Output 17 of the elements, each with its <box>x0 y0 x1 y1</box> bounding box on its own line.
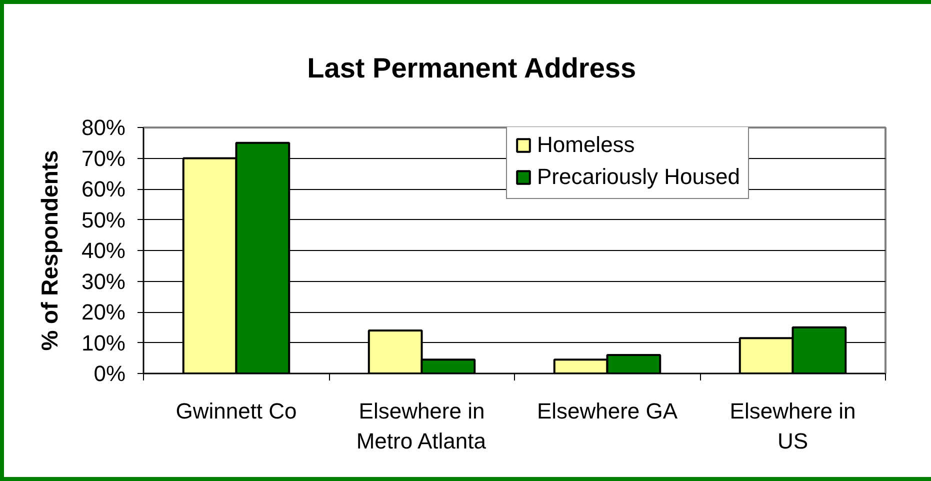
chart-title: Last Permanent Address <box>307 52 636 84</box>
y-tick-label: 70% <box>81 146 126 171</box>
y-tick-label: 0% <box>94 361 126 386</box>
y-axis-title: % of Respondents <box>36 150 62 351</box>
y-tick-label: 20% <box>81 300 126 324</box>
y-tick-label: 50% <box>81 207 126 232</box>
legend-label: Homeless <box>537 132 635 158</box>
x-tick-label: Gwinnett Co <box>176 398 297 424</box>
y-tick-label: 60% <box>81 176 126 202</box>
x-tick-label: Elsewhere in US <box>730 398 856 454</box>
legend-label: Precariously Housed <box>537 164 740 190</box>
y-tick-label: 40% <box>81 238 126 263</box>
x-tick-label: Elsewhere in Metro Atlanta <box>356 398 487 454</box>
x-tick-label: Elsewhere GA <box>536 398 678 424</box>
y-tick-label: 80% <box>81 115 126 140</box>
y-tick-label: 10% <box>81 330 126 356</box>
y-tick-label: 30% <box>81 268 126 294</box>
